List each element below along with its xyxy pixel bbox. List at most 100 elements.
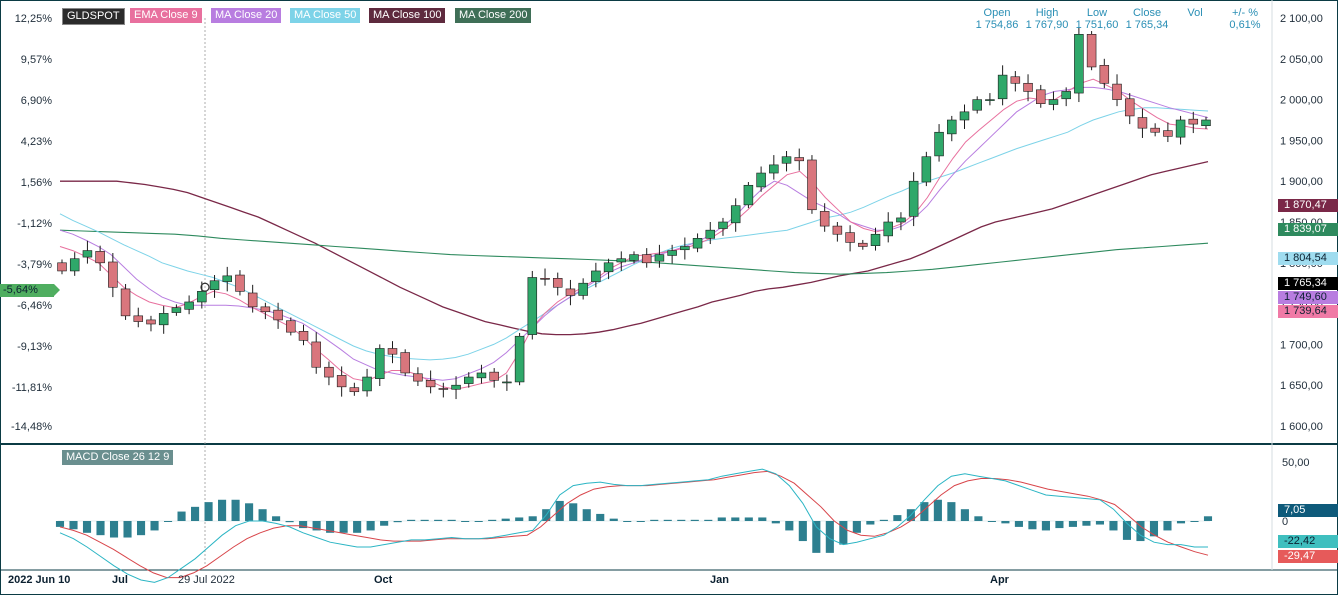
price-label: 1 765,34: [1278, 276, 1338, 290]
macd-line: [59, 468, 1208, 583]
candle-body: [260, 306, 271, 313]
candle-body: [921, 156, 932, 183]
candle-body: [158, 313, 169, 326]
legend-ema9[interactable]: EMA Close 9: [130, 8, 202, 23]
macd-histogram-bar: [150, 521, 159, 531]
candle-body: [82, 250, 93, 258]
candle-body: [69, 258, 80, 272]
candle-body: [540, 278, 550, 280]
macd-histogram-bar: [1176, 521, 1186, 524]
symbol-tag: GLDSPOT: [62, 8, 125, 25]
candle-body: [959, 111, 970, 121]
candle-body: [934, 131, 944, 157]
candle-body: [641, 254, 652, 264]
candle-body: [896, 217, 906, 223]
macd-histogram-bar: [312, 521, 321, 531]
candle-body: [781, 156, 792, 164]
candle-body: [1099, 65, 1110, 84]
crosshair-marker: [200, 282, 210, 292]
candle-body: [603, 262, 614, 273]
macd-histogram-bar: [920, 502, 929, 521]
candle-body: [578, 282, 588, 296]
macd-histogram-bar: [109, 521, 119, 538]
pct-tick: -9,13%: [17, 341, 52, 353]
macd-histogram-bar: [690, 519, 699, 521]
candle-body: [362, 376, 372, 392]
candle-body: [349, 387, 360, 393]
macd-histogram-bar: [528, 516, 537, 521]
macd-histogram-bar: [717, 517, 726, 521]
legend-ma20[interactable]: MA Close 20: [211, 8, 282, 23]
candle-body: [616, 258, 627, 263]
candle-body: [794, 157, 804, 162]
candle-body: [591, 270, 601, 282]
candle-body: [247, 292, 258, 308]
price-tick: 1 900,00: [1280, 176, 1323, 188]
price-tick: 1 650,00: [1280, 380, 1323, 392]
candle-body: [667, 250, 677, 256]
candle-body: [870, 233, 881, 246]
candle-body: [336, 375, 347, 388]
macd-histogram-bar: [191, 506, 200, 521]
macd-tick: 50,00: [1282, 457, 1310, 469]
candle-body: [1137, 117, 1148, 129]
macd-histogram-bar: [380, 521, 389, 526]
pct-tick: 6,90%: [21, 95, 52, 107]
legend-ma50[interactable]: MA Close 50: [290, 8, 361, 23]
macd-histogram-bar: [231, 499, 240, 521]
pct-tick: 4,23%: [21, 136, 52, 148]
price-tick: 1 950,00: [1280, 135, 1323, 147]
candle-body: [120, 288, 131, 317]
macd-histogram-bar: [771, 521, 780, 524]
candle-body: [311, 341, 321, 368]
candle-body: [286, 320, 296, 333]
pct-tick: -1,12%: [17, 218, 52, 230]
macd-histogram-bar: [407, 519, 416, 521]
macd-histogram-bar: [258, 509, 267, 521]
candle-body: [947, 119, 957, 135]
pct-tick: -6,46%: [17, 300, 52, 312]
candle-body: [146, 319, 156, 325]
macd-histogram-bar: [636, 521, 645, 522]
candle-body: [298, 331, 309, 341]
legend-ma100[interactable]: MA Close 100: [369, 8, 446, 23]
macd-histogram-bar: [663, 519, 672, 521]
macd-histogram-bar: [1068, 521, 1077, 527]
candle-body: [552, 278, 563, 288]
macd-histogram-bar: [515, 517, 524, 521]
macd-histogram-bar: [852, 521, 861, 533]
candle-body: [400, 352, 410, 374]
macd-histogram-bar: [1149, 521, 1159, 537]
quote-vol: Vol: [1187, 7, 1203, 19]
time-tick: Jan: [710, 574, 729, 586]
candle-body: [1036, 89, 1046, 104]
macd-histogram-bar: [488, 519, 497, 521]
macd-histogram-bar: [555, 500, 564, 521]
time-tick: Oct: [374, 574, 393, 586]
macd-tag[interactable]: MACD Close 26 12 9: [62, 450, 174, 465]
candle-body: [1023, 82, 1033, 92]
macd-value-label: -29,47: [1278, 549, 1338, 563]
macd-histogram-bar: [1041, 521, 1050, 531]
candle-body: [1061, 91, 1071, 100]
price-tick: 2 000,00: [1280, 95, 1323, 107]
macd-histogram-bar: [272, 516, 281, 521]
pct-tick: -3,79%: [17, 259, 52, 271]
macd-histogram-bar: [393, 521, 402, 523]
macd-histogram-bar: [136, 521, 146, 536]
macd-histogram-bar: [1001, 521, 1010, 524]
candle-body: [387, 348, 398, 355]
candle-body: [985, 99, 995, 101]
candle-body: [438, 388, 449, 390]
candle-body: [718, 221, 728, 229]
quote-high: High 1 767,90: [1025, 7, 1069, 31]
macd-histogram-bar: [1136, 521, 1145, 542]
macd-histogram-bar: [366, 521, 375, 531]
candle-body: [108, 261, 118, 288]
price-tick: 1 700,00: [1280, 339, 1323, 351]
candle-body: [769, 164, 779, 174]
macd-histogram-bar: [177, 511, 186, 521]
legend-ma200[interactable]: MA Close 200: [455, 8, 532, 23]
candle-body: [413, 373, 423, 382]
